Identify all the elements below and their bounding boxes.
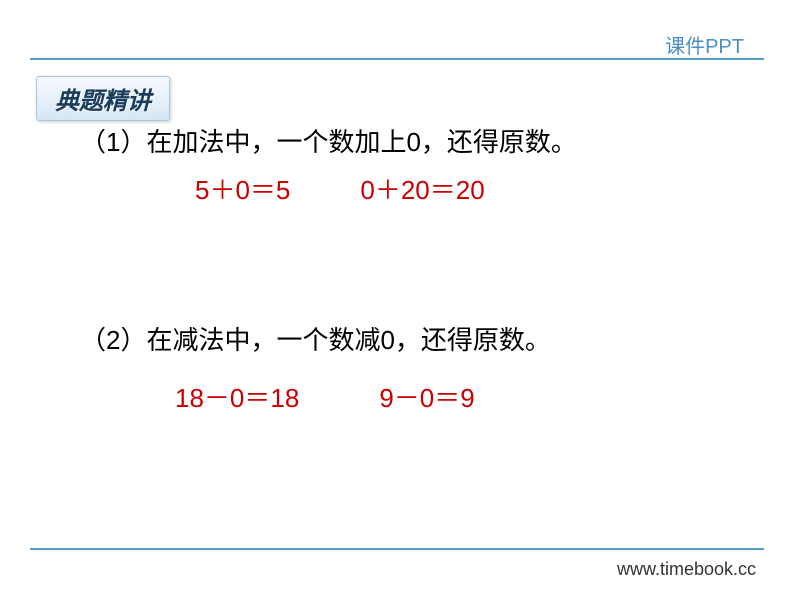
statement-1: （1）在加法中，一个数加上0，还得原数。 [80,122,577,159]
top-divider [30,58,764,60]
statement-2: （2）在减法中，一个数减0，还得原数。 [80,320,551,357]
section-badge: 典题精讲 [36,76,170,121]
equations-row-1: 5＋0＝5 0＋20＝20 [195,170,485,207]
slide-type-label: 课件PPT [665,30,744,59]
section-badge-text: 典题精讲 [55,89,151,115]
equation-1a: 5＋0＝5 [195,175,290,205]
footer-url: www.timebook.cc [617,559,756,580]
equations-row-2: 18－0＝18 9－0＝9 [175,378,475,415]
equation-2a: 18－0＝18 [175,383,299,413]
equation-1b: 0＋20＝20 [360,175,484,205]
equation-2b: 9－0＝9 [379,383,474,413]
bottom-divider [30,548,764,550]
